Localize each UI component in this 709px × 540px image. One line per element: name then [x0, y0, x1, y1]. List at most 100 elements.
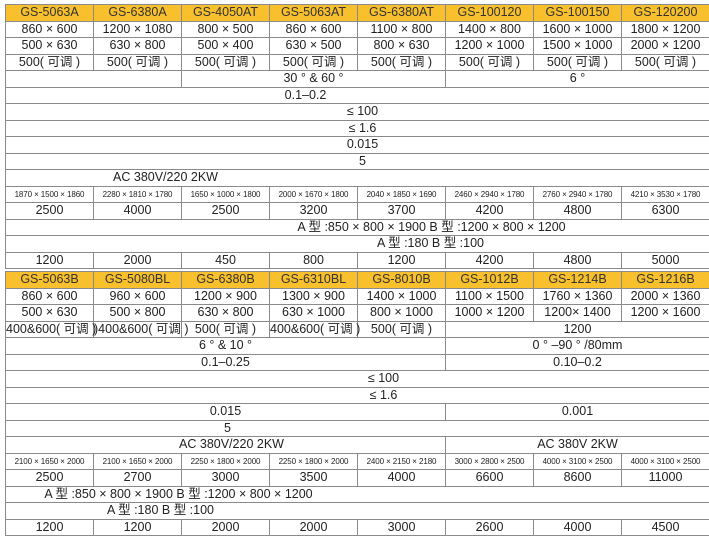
cell-text: 1760 × 1360: [542, 288, 613, 303]
table-cell: 2000: [181, 518, 270, 536]
cell-text: 1300 × 900: [282, 288, 345, 303]
table-cell: 500( 可调 ): [181, 53, 270, 71]
cell-text: GS-4050AT: [192, 5, 259, 20]
table-cell: 1400 × 1000: [357, 287, 446, 305]
cell-text: 400&600( 可调 ): [6, 321, 97, 336]
cell-text: 450: [215, 252, 236, 267]
table-row: A 型 :850 × 800 × 1900 B 型 :1200 × 800 × …: [5, 218, 709, 236]
cell-text: 2100 × 1650 × 2000: [102, 456, 173, 466]
cell-text: 800: [303, 252, 324, 267]
table-cell: 1500 × 1000: [533, 37, 622, 55]
cell-text: ≤ 1.6: [348, 120, 377, 135]
cell-text: 2000 × 1360: [630, 288, 701, 303]
table-cell: 400&600( 可调 ): [269, 320, 361, 338]
table-cell: 0.1–0.25: [5, 353, 446, 371]
cell-text: GS-100120: [457, 5, 522, 20]
table-cell: 860 × 600: [5, 20, 94, 38]
table-cell: 4800: [533, 251, 622, 269]
cell-text: 1870 × 1500 × 1860: [14, 189, 85, 199]
table-cell: 860 × 600: [269, 20, 358, 38]
spec-table-a: GS-5063A GS-6380A GS-4050AT GS-5063AT GS-638…: [5, 4, 709, 269]
cell-text: 5000: [651, 252, 680, 267]
cell-text: A 型 :850 × 800 × 1900 B 型 :1200 × 800 × …: [297, 219, 566, 234]
model-name-cell: GS-5080BL: [93, 271, 182, 289]
table-cell: A 型 :180 B 型 :100: [5, 502, 709, 520]
model-name-cell: GS-100150: [533, 4, 622, 22]
table-cell: ≤ 1.6: [5, 386, 709, 404]
table-cell: 630 × 500: [269, 37, 358, 55]
table-cell: 5: [5, 152, 709, 170]
cell-text: 860 × 600: [21, 288, 78, 303]
cell-text: 4000: [123, 203, 152, 218]
table-cell: 1800 × 1200: [621, 20, 709, 38]
cell-text: GS-1216B: [636, 272, 695, 287]
table-cell: 2040 × 1850 × 1690: [357, 185, 446, 203]
cell-text: 800 × 500: [197, 21, 254, 36]
cell-text: 4500: [651, 519, 680, 534]
table-cell: 500 × 800: [93, 304, 182, 322]
table-cell: 1200: [93, 518, 182, 536]
cell-text: 500 × 400: [197, 38, 254, 53]
table-cell: ≤ 100: [5, 103, 709, 121]
table-row: ≤ 100: [5, 370, 709, 388]
table-cell: 1000 × 1200: [445, 304, 534, 322]
table-cell: A 型 :850 × 800 × 1900 B 型 :1200 × 800 × …: [5, 218, 709, 236]
table-cell: 500( 可调 ): [181, 320, 270, 338]
spec-table-b: GS-5063B GS-5080BL GS-6380B GS-6310BL GS-801…: [5, 271, 709, 536]
cell-text: 500( 可调 ): [106, 54, 169, 69]
table-row: 0.015 0.001: [5, 403, 709, 421]
cell-text: 0.10–0.2: [553, 354, 602, 369]
cell-text: 4210 × 3530 × 1780: [630, 189, 701, 199]
cell-text: 2000: [211, 519, 240, 534]
table-cell: 2250 × 1800 × 2000: [181, 452, 270, 470]
cell-text: 1200 × 1000: [454, 38, 525, 53]
cell-text: 1200: [35, 519, 64, 534]
table-cell: 1870 × 1500 × 1860: [5, 185, 94, 203]
cell-text: 1500 × 1000: [542, 38, 613, 53]
table-cell: [5, 70, 182, 88]
table-cell: 1200 × 1000: [445, 37, 534, 55]
cell-text: 2100 × 1650 × 2000: [14, 456, 85, 466]
cell-text: 400&600( 可调 ): [270, 321, 361, 336]
cell-text: 1800 × 1200: [630, 21, 701, 36]
table-cell: 4000: [357, 469, 446, 487]
table-cell: 6600: [445, 469, 534, 487]
table-cell: 2000: [269, 518, 358, 536]
cell-text: GS-6380AT: [368, 5, 435, 20]
model-name-cell: GS-6380AT: [357, 4, 446, 22]
cell-text: 1200: [387, 252, 416, 267]
cell-text: 1200× 1400: [544, 305, 611, 320]
table-row: 2500 4000 2500 3200 3700 4200 4800 6300: [5, 202, 709, 220]
cell-text: GS-1012B: [460, 272, 519, 287]
cell-text: 1400 × 800: [458, 21, 521, 36]
model-name-cell: GS-6310BL: [269, 271, 358, 289]
table-cell: 400&600( 可调 ): [5, 320, 97, 338]
cell-text: GS-5063AT: [280, 5, 347, 20]
table-row: A 型 :180 B 型 :100: [5, 235, 709, 253]
cell-text: 1200: [35, 252, 64, 267]
table-cell: 500( 可调 ): [357, 320, 446, 338]
cell-text: 5: [224, 420, 231, 435]
cell-text: 500( 可调 ): [546, 54, 609, 69]
cell-text: 630 × 800: [197, 305, 254, 320]
cell-text: 2250 × 1800 × 2000: [190, 456, 261, 466]
cell-text: 1200: [563, 321, 592, 336]
cell-text: 960 × 600: [109, 288, 166, 303]
table-row: 0.015: [5, 136, 709, 154]
cell-text: 0 ° –90 ° /80mm: [532, 338, 623, 353]
table-cell: 500( 可调 ): [533, 53, 622, 71]
cell-text: 630 × 500: [285, 38, 342, 53]
cell-text: 0.1–0.2: [284, 87, 327, 102]
table-row: ≤ 100: [5, 103, 709, 121]
cell-text: 0.015: [209, 404, 242, 419]
cell-text: 3000: [211, 470, 240, 485]
table-cell: 630 × 1000: [269, 304, 358, 322]
cell-text: 2280 × 1810 × 1780: [102, 189, 173, 199]
cell-text: 500 × 630: [21, 38, 78, 53]
table-cell: 11000: [621, 469, 709, 487]
table-row: 2500 2700 3000 3500 4000 6600 8600 11000: [5, 469, 709, 487]
table-cell: 2000 × 1360: [621, 287, 709, 305]
table-cell: AC 380V 2KW: [445, 436, 709, 454]
table-cell: 2250 × 1800 × 2000: [269, 452, 358, 470]
table-cell: 2400 × 2150 × 2180: [357, 452, 446, 470]
